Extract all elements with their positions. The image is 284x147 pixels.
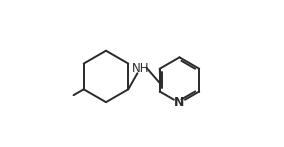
Text: N: N xyxy=(174,96,185,109)
Text: NH: NH xyxy=(131,62,149,75)
